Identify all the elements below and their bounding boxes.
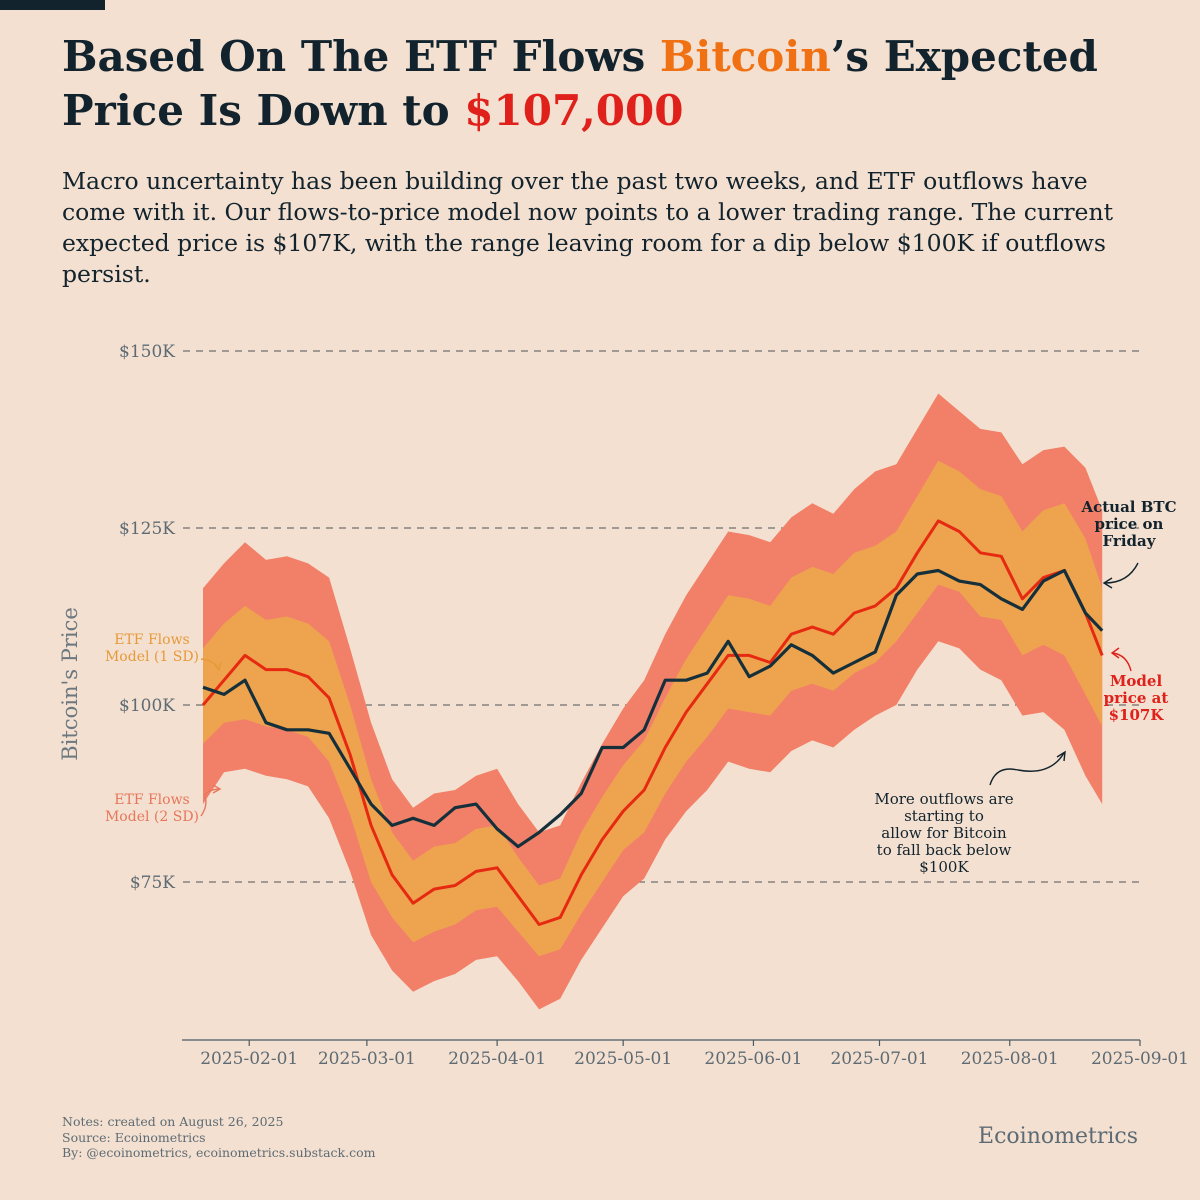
title-highlight-bitcoin: Bitcoin [659,32,831,81]
x-tick-label: 2025-07-01 [830,1049,928,1069]
annotation-arrowhead-model [1110,647,1120,659]
y-tick-label: $100K [119,696,175,716]
legend-arrow-2sd [200,788,220,817]
x-tick-label: 2025-03-01 [318,1049,416,1069]
band-1sd [203,460,1103,957]
y-tick-label: $150K [119,342,175,362]
title-part-1: Based On The ETF Flows [62,32,660,81]
annotation-arrow-actual [1104,562,1139,584]
legend-arrowhead-1sd [213,661,222,672]
annotation-outflows: More outflows are starting to allow for Bi… [874,790,1013,876]
annotation-actual-price: Actual BTC price on Friday [1080,498,1176,550]
model-price-line [201,519,1104,926]
annotation-model-price: Model price at $107K [1104,672,1169,724]
annotation-arrow-model [1112,652,1132,672]
y-tick-label: $75K [130,873,175,893]
top-accent-bar [0,0,105,10]
notes-block: Notes: created on August 26, 2025 Source… [62,1114,375,1161]
x-tick-label: 2025-05-01 [574,1049,672,1069]
notes-created: Notes: created on August 26, 2025 [62,1114,284,1129]
legend-arrowhead-2sd [212,784,222,794]
actual-price-line [202,568,1104,849]
title-part-2: ’s Expected Price Is Down to [62,32,1098,135]
annotation-arrowhead-outflows [1056,750,1066,762]
legend-label-1sd: ETF Flows Model (1 SD) [105,632,199,665]
y-axis-title: Bitcoin's Price [58,607,82,761]
chart-title: Based On The ETF Flows Bitcoin’s Expecte… [62,30,1162,138]
x-tick-label: 2025-04-01 [448,1049,546,1069]
chart-subtitle: Macro uncertainty has been building over… [62,167,1114,288]
y-tick-label: $125K [119,519,175,539]
annotation-arrowhead-actual [1102,577,1113,589]
annotation-arrow-outflows [989,752,1065,786]
legend-label-2sd: ETF Flows Model (2 SD) [105,792,199,825]
x-tick-label: 2025-09-01 [1091,1049,1189,1069]
x-tick-label: 2025-08-01 [961,1049,1059,1069]
notes-by: By: @ecoinometrics, ecoinometrics.substa… [62,1145,376,1160]
x-tick-label: 2025-02-01 [200,1049,298,1069]
notes-source: Source: Ecoinometrics [62,1129,206,1145]
brand-logo-text: Ecoinometrics [978,1124,1138,1149]
x-tick-label: 2025-06-01 [704,1049,802,1069]
title-highlight-price: $107,000 [464,86,684,135]
